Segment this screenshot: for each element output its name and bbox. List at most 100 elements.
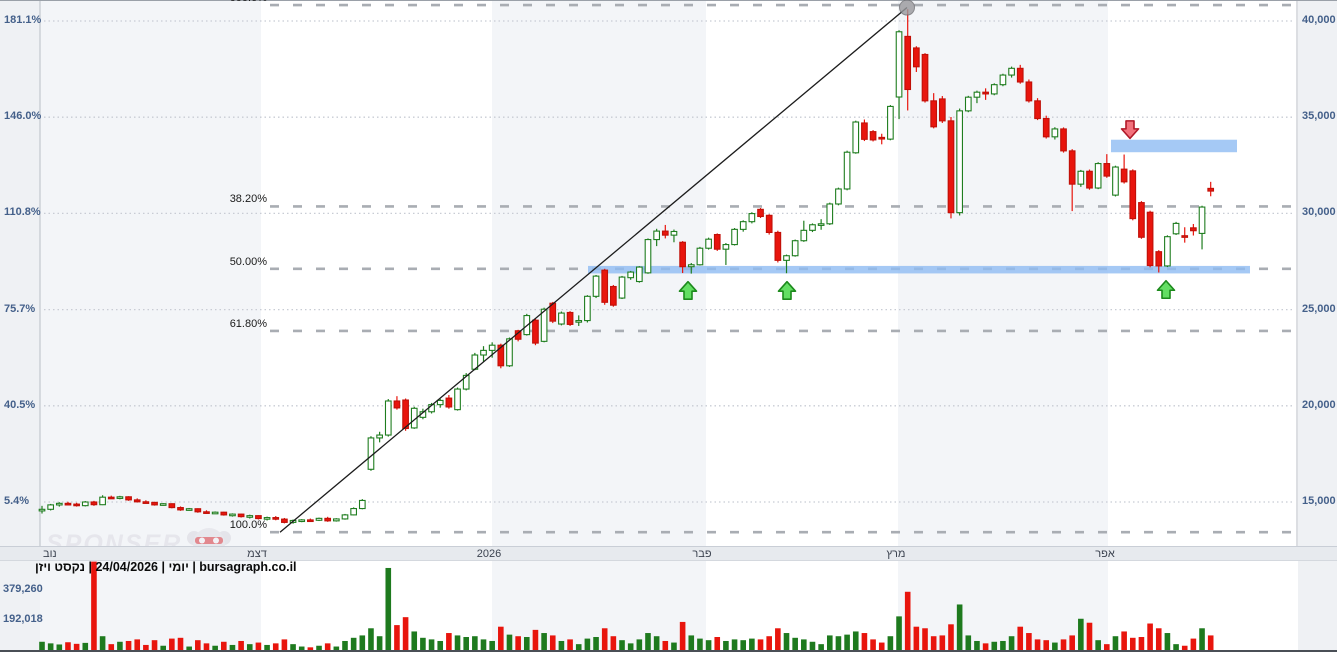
volume-bar — [368, 628, 374, 651]
volume-bar — [1207, 635, 1214, 651]
fibonacci-level-label: 50.00% — [229, 255, 267, 268]
month-tick-label: פבר — [692, 548, 712, 560]
volume-bar — [887, 636, 894, 651]
volume-bar — [775, 628, 781, 651]
resistance-zone[interactable] — [1111, 139, 1237, 153]
volume-bar — [870, 639, 876, 651]
volume-bar — [1138, 637, 1145, 651]
volume-bar — [463, 637, 469, 651]
candle-body — [532, 319, 539, 344]
up-arrow-annotation[interactable] — [678, 280, 698, 301]
candle-body — [81, 501, 89, 507]
candle-body — [618, 276, 626, 299]
volume-bar — [1086, 622, 1093, 651]
candle-body — [185, 508, 193, 511]
support-zone[interactable] — [588, 265, 1250, 274]
candle-body — [1190, 227, 1197, 232]
candle-body — [956, 110, 963, 214]
candle-body — [1060, 128, 1067, 152]
candle-body — [1207, 187, 1215, 192]
candle-body — [350, 507, 358, 516]
volume-bar — [913, 626, 920, 651]
candle-body — [315, 517, 323, 521]
volume-bar — [186, 646, 192, 651]
volume-bar — [1181, 645, 1188, 651]
candle-body — [843, 151, 851, 190]
volume-bar — [1078, 618, 1084, 651]
candle-body — [107, 496, 115, 500]
volume-bar — [541, 633, 547, 651]
candle-body — [973, 91, 981, 98]
volume-bar — [125, 640, 132, 651]
candle-body — [713, 234, 721, 250]
volume-bar — [662, 640, 669, 651]
volume-bar — [420, 637, 426, 651]
candle-body — [566, 311, 574, 325]
candle-body — [1181, 235, 1189, 238]
volume-bar — [56, 644, 63, 651]
volume-bar — [238, 640, 244, 651]
candle-body — [921, 53, 929, 102]
right-price-axis-label: 40,000 — [1302, 14, 1336, 26]
trend-line-handle[interactable] — [899, 0, 915, 16]
candle-body — [584, 295, 591, 322]
volume-bar — [627, 643, 634, 651]
right-axis-strip — [1298, 0, 1337, 651]
volume-bar — [939, 635, 946, 651]
candle-body — [298, 519, 306, 523]
volume-bar — [523, 637, 530, 651]
volume-bar — [411, 631, 418, 651]
volume-bar — [792, 637, 798, 651]
candle-body — [739, 221, 747, 230]
xaxis-month-band[interactable]: נוב דצמ 2026 פבר מרץ אפר — [0, 546, 1337, 561]
candle-body — [1146, 211, 1154, 267]
volume-bar — [826, 635, 833, 651]
volume-bar — [801, 639, 807, 651]
up-arrow-annotation[interactable] — [1156, 279, 1176, 300]
fibonacci-level-label: 100.0% — [229, 519, 267, 532]
volume-bar — [1060, 639, 1067, 651]
fibonacci-level-label: 000.0% — [230, 0, 267, 4]
volume-bar — [39, 641, 45, 651]
volume-bar — [1164, 633, 1171, 651]
left-percent-axis-label: 110.8% — [4, 206, 41, 219]
candle-body — [497, 344, 505, 367]
candle-body — [1008, 67, 1015, 76]
month-tick-label: אפר — [1095, 548, 1115, 560]
candle-body — [817, 223, 825, 226]
candle-body — [627, 271, 635, 279]
volume-bar — [584, 638, 591, 651]
up-arrow-annotation[interactable] — [777, 280, 797, 301]
volume-bar — [143, 644, 149, 651]
candle-body — [151, 501, 158, 506]
volume-bar — [255, 642, 262, 651]
volume-bar — [160, 645, 166, 651]
volume-bar — [688, 635, 695, 651]
volume-bar — [480, 639, 487, 651]
candle-body — [281, 518, 288, 523]
volume-bar — [749, 638, 755, 651]
candle-body — [999, 74, 1007, 86]
volume-axis-label: 192,018 — [3, 613, 43, 626]
candle-body — [1155, 251, 1163, 267]
candle-body — [1068, 150, 1076, 185]
volume-bar — [766, 636, 772, 651]
trend-line[interactable] — [279, 7, 908, 533]
volume-bar — [82, 642, 89, 651]
volume-bar — [731, 639, 738, 651]
candle-body — [904, 35, 912, 91]
volume-bar — [454, 635, 461, 651]
candle-body — [1025, 81, 1033, 102]
down-arrow-annotation[interactable] — [1120, 120, 1140, 140]
candle-body — [592, 275, 600, 297]
volume-bar — [982, 643, 989, 651]
volume-bar — [904, 591, 911, 651]
volume-bar — [1017, 626, 1024, 651]
candle-body — [307, 519, 314, 523]
volume-bar — [359, 635, 366, 651]
fibonacci-level-label: 61.80% — [229, 317, 267, 330]
candle-body — [203, 511, 210, 514]
right-price-axis-label: 25,000 — [1302, 302, 1336, 315]
